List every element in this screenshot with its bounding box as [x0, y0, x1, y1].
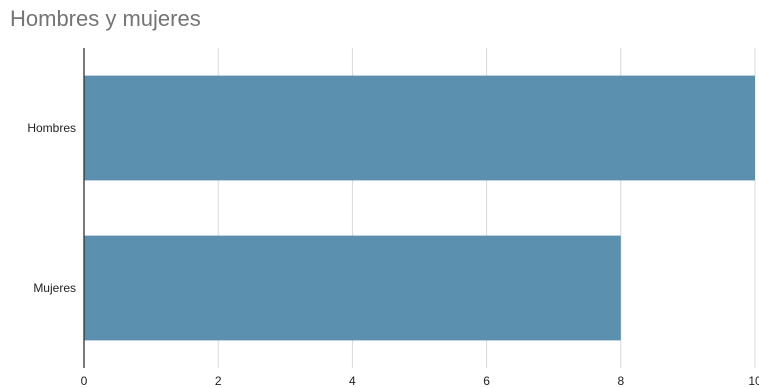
bar-mujeres: [84, 235, 621, 341]
x-tick-label: 4: [349, 374, 356, 388]
category-label: Hombres: [27, 121, 76, 135]
bars: [84, 75, 755, 341]
x-tick-label: 10: [748, 374, 759, 388]
category-label: Mujeres: [33, 281, 76, 295]
category-labels: Hombres Mujeres: [27, 121, 76, 295]
x-tick-label: 8: [617, 374, 624, 388]
x-axis-ticks: 0 2 4 6 8 10: [81, 374, 759, 388]
x-tick-label: 6: [483, 374, 490, 388]
x-tick-label: 0: [81, 374, 88, 388]
x-tick-label: 2: [215, 374, 222, 388]
bar-hombres: [84, 75, 755, 181]
chart-title: Hombres y mujeres: [10, 6, 201, 31]
